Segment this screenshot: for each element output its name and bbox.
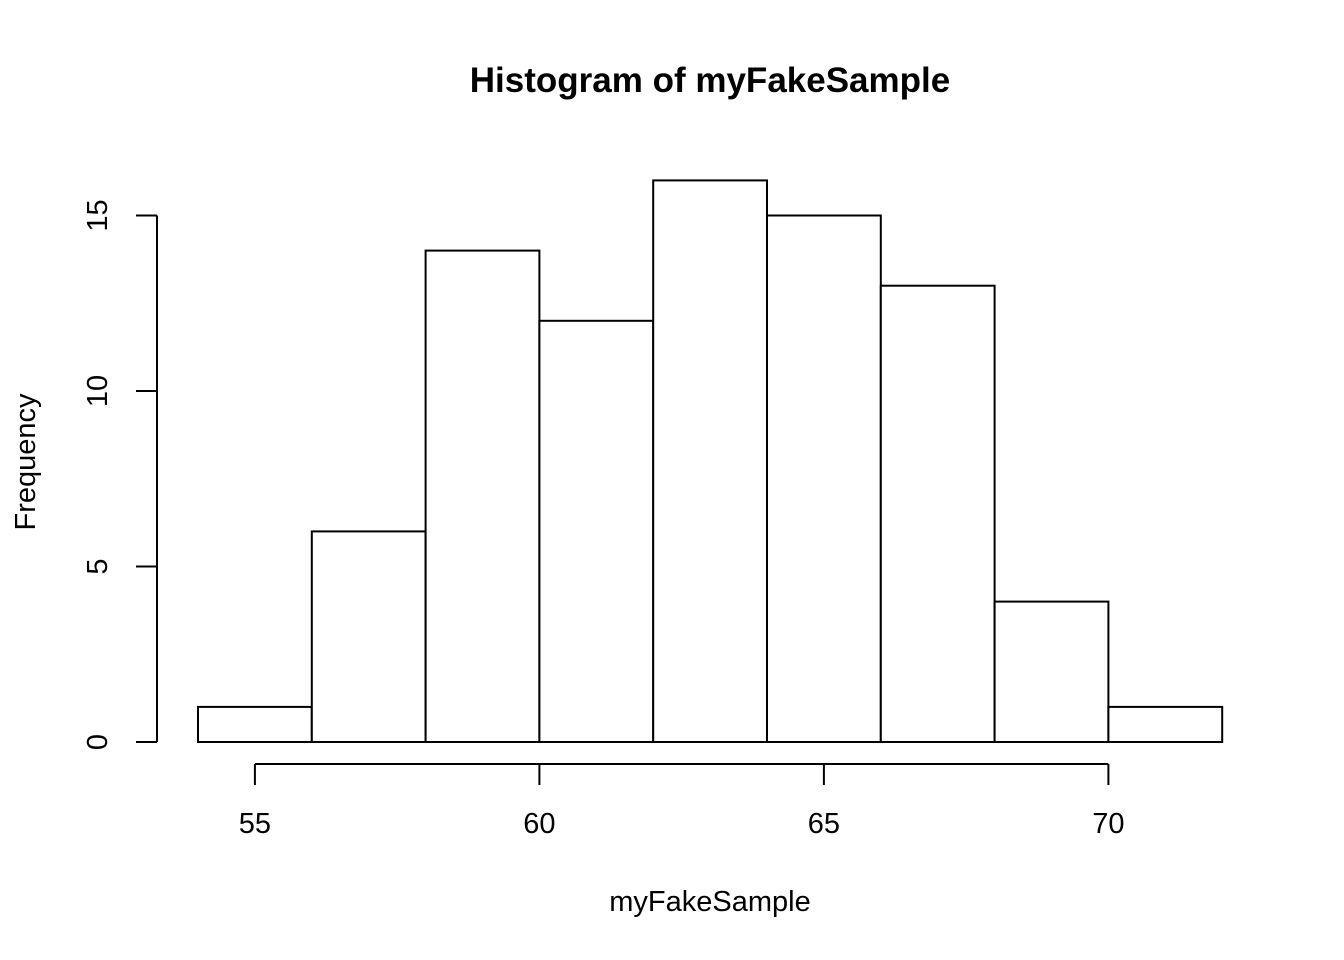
histogram-bar-5 <box>766 214 882 743</box>
y-axis: 0 5 10 15 <box>82 199 158 750</box>
x-axis: 55 60 65 70 <box>239 763 1125 840</box>
bars-group <box>197 179 1224 744</box>
y-tick-label-1: 5 <box>82 558 114 574</box>
histogram-bar-1 <box>310 530 427 744</box>
x-tick-label-1: 60 <box>523 808 555 840</box>
histogram-bar-8 <box>1107 705 1224 744</box>
histogram-bar-3 <box>538 319 655 743</box>
x-tick-label-2: 65 <box>808 808 840 840</box>
histogram-bar-4 <box>652 179 769 743</box>
histogram-bar-7 <box>993 600 1110 743</box>
x-axis-label: myFakeSample <box>609 886 810 918</box>
y-axis-label: Frequency <box>10 393 42 531</box>
y-tick-label-0: 0 <box>82 734 114 750</box>
chart-title: Histogram of myFakeSample <box>470 61 950 100</box>
histogram-bar-6 <box>879 284 996 743</box>
x-tick-label-3: 70 <box>1092 808 1124 840</box>
histogram-bar-2 <box>424 249 541 743</box>
y-tick-label-2: 10 <box>82 375 114 407</box>
x-tick-label-0: 55 <box>239 808 271 840</box>
histogram-bar-0 <box>197 705 313 744</box>
y-tick-label-3: 15 <box>82 199 114 231</box>
